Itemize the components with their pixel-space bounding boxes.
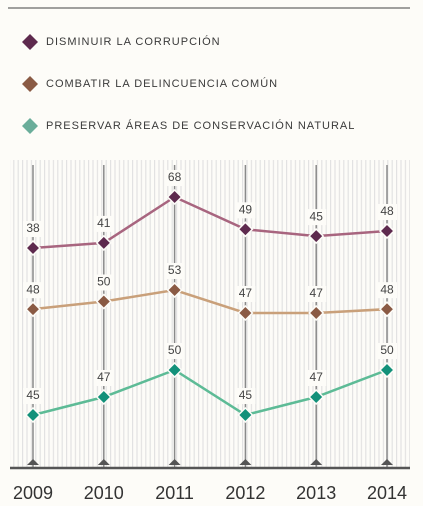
data-label: 45 xyxy=(26,388,40,402)
data-label: 49 xyxy=(239,202,253,216)
data-label: 47 xyxy=(310,286,324,300)
label-bg xyxy=(93,215,114,232)
data-label: 47 xyxy=(310,370,324,384)
data-point xyxy=(237,406,254,424)
label-bg xyxy=(306,370,327,386)
data-label: 45 xyxy=(239,388,253,402)
axis-triangle xyxy=(310,459,323,465)
label-bg xyxy=(164,263,185,279)
label-bg xyxy=(23,221,43,237)
legend-label: DISMINUIR LA CORRUPCIÓN xyxy=(46,35,221,48)
data-label: 53 xyxy=(168,263,182,277)
label-bg xyxy=(164,170,185,186)
legend-marker xyxy=(22,118,38,134)
data-label: 68 xyxy=(168,170,182,184)
data-label: 45 xyxy=(310,209,324,223)
label-bg xyxy=(377,343,397,359)
label-bg xyxy=(377,282,397,299)
label-bg xyxy=(235,286,256,302)
data-point xyxy=(378,222,396,240)
label-bg xyxy=(23,388,43,404)
series-line xyxy=(32,195,388,250)
data-label: 48 xyxy=(380,282,394,296)
x-tick-label: 2010 xyxy=(84,483,124,503)
data-point xyxy=(24,239,42,257)
data-point xyxy=(237,221,254,238)
axis-triangle xyxy=(239,459,252,465)
data-label: 48 xyxy=(380,204,394,218)
data-point xyxy=(378,361,396,379)
data-point xyxy=(166,361,183,379)
data-point xyxy=(95,293,112,310)
data-point xyxy=(24,301,42,318)
data-label: 47 xyxy=(97,370,111,384)
label-bg xyxy=(377,204,397,220)
x-tick-label: 2012 xyxy=(225,483,265,503)
data-point xyxy=(308,304,325,322)
data-point xyxy=(95,388,112,406)
label-bg xyxy=(306,209,327,226)
series-line xyxy=(32,288,388,315)
axis-triangle xyxy=(168,459,181,465)
plot: 38 41 68 49 45 48 48 50 53 47 47 48 45 47 50 45 47 50 xyxy=(23,170,397,424)
data-label: 47 xyxy=(239,286,253,300)
data-label: 38 xyxy=(26,221,40,235)
stripe-background xyxy=(10,160,410,468)
label-bg xyxy=(235,202,256,219)
label-bg xyxy=(235,388,256,404)
legend-marker xyxy=(22,34,38,50)
legend-marker xyxy=(22,76,38,92)
data-point xyxy=(166,188,183,206)
legend: DISMINUIR LA CORRUPCIÓN COMBATIR LA DELIN… xyxy=(22,34,355,134)
axis-triangle xyxy=(27,459,39,465)
data-point xyxy=(237,304,254,322)
label-bg xyxy=(23,282,43,299)
data-label: 41 xyxy=(97,216,111,230)
data-point xyxy=(308,388,325,406)
label-bg xyxy=(93,370,114,386)
data-label: 50 xyxy=(168,343,182,357)
axis-triangle xyxy=(381,459,393,465)
label-bg xyxy=(306,286,327,302)
data-point xyxy=(24,406,42,424)
legend-label: COMBATIR LA DELINCUENCIA COMÚN xyxy=(46,77,278,90)
x-tick-label: 2011 xyxy=(155,483,194,503)
data-point xyxy=(95,234,112,251)
data-label: 48 xyxy=(26,282,40,296)
label-bg xyxy=(164,343,185,359)
data-point xyxy=(378,301,396,318)
data-point xyxy=(308,228,325,245)
data-point xyxy=(166,281,183,299)
data-label: 50 xyxy=(97,275,111,289)
x-tick-label: 2013 xyxy=(296,483,336,503)
x-tick-label: 2014 xyxy=(367,483,407,503)
series-line xyxy=(32,368,388,417)
x-tick-label: 2009 xyxy=(13,483,53,503)
legend-label: PRESERVAR ÁREAS DE CONSERVACIÓN NATURAL xyxy=(46,119,355,132)
axis-triangle xyxy=(97,459,110,465)
data-label: 50 xyxy=(380,343,394,357)
label-bg xyxy=(93,274,114,291)
